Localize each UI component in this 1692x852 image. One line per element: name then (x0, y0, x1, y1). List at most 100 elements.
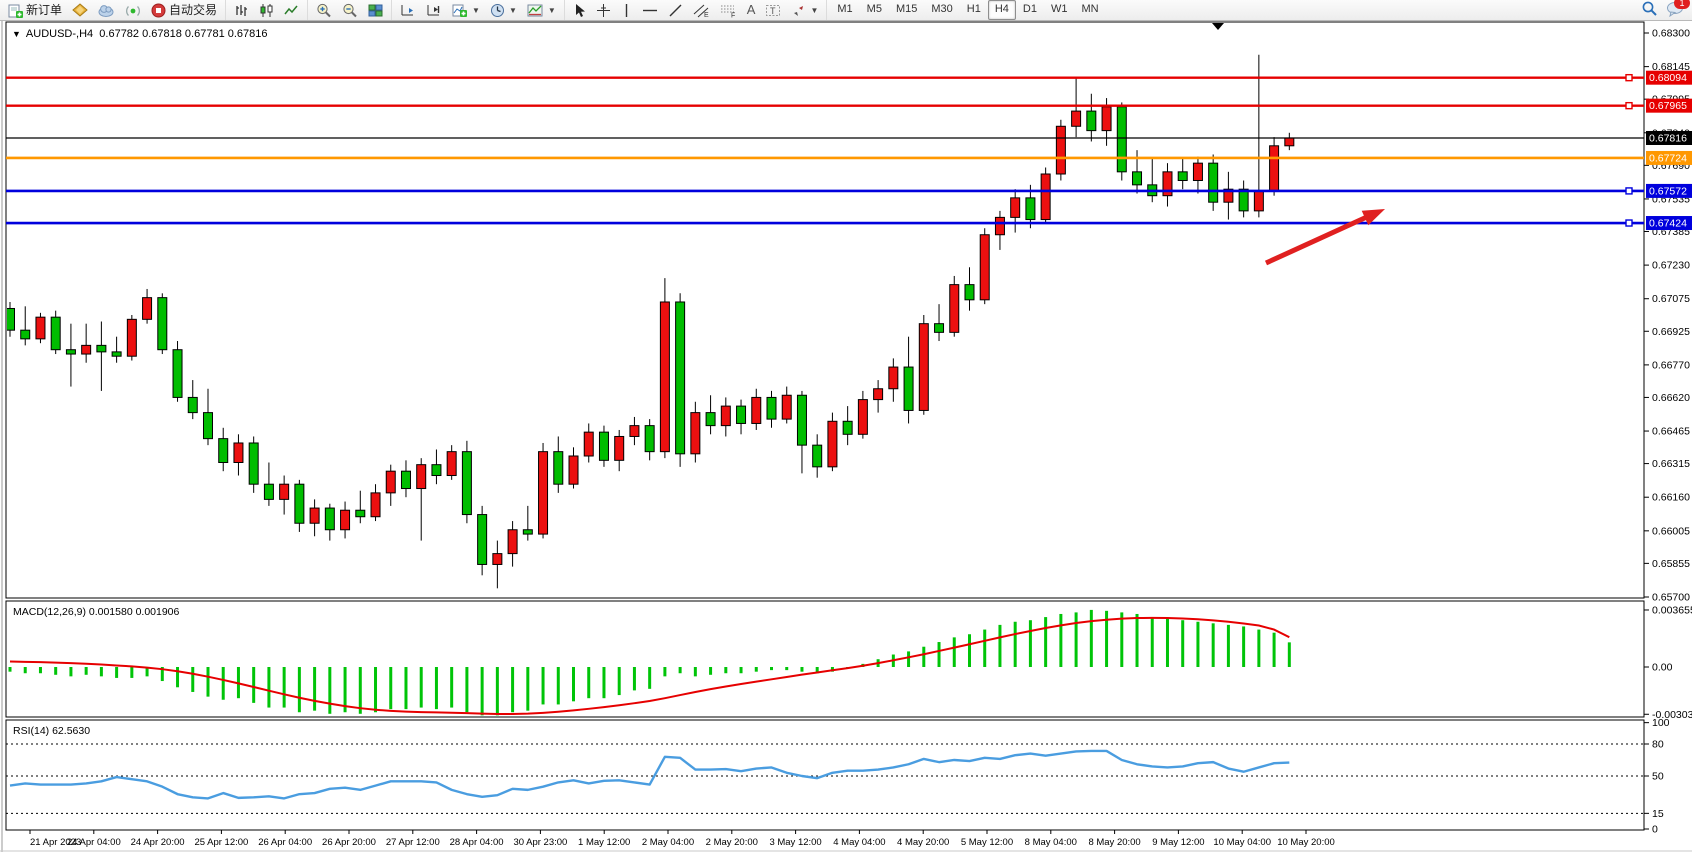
candle-body (1025, 197, 1036, 221)
horizontal-line-button[interactable] (637, 0, 663, 21)
candle-body (111, 351, 122, 357)
time-axis-label: 26 Apr 04:00 (258, 837, 312, 848)
price-line-badge-label: 0.68094 (1649, 72, 1687, 84)
time-axis-label: 10 May 20:00 (1277, 837, 1335, 848)
toolbar-group-chart-tools: ▼ ▼ ▼ (391, 0, 564, 20)
text-label-icon: T (765, 3, 781, 18)
candle-body (873, 388, 884, 401)
vertical-line-icon (621, 3, 632, 18)
price-tick-label: 0.65855 (1652, 558, 1690, 570)
timeframe-button-mn[interactable]: MN (1081, 3, 1099, 15)
cursor-icon (573, 3, 586, 18)
search-icon[interactable] (1641, 0, 1658, 20)
arrows-caret-icon: ▼ (810, 5, 819, 15)
candle-body (979, 234, 990, 301)
tile-windows-button[interactable] (363, 0, 388, 21)
candlestick-chart-button[interactable] (254, 0, 279, 21)
cursor-button[interactable] (568, 0, 591, 21)
crosshair-icon (596, 3, 611, 18)
indicators-button[interactable]: ▼ (447, 0, 485, 21)
candle-body (903, 366, 914, 411)
candle-body (202, 412, 213, 440)
zoom-out-icon (342, 3, 358, 18)
candle-body (949, 284, 960, 333)
line-handle[interactable] (1625, 101, 1633, 110)
line-handle[interactable] (1625, 73, 1633, 82)
chart-canvas[interactable]: 0.683000.681450.679950.678400.676900.675… (0, 21, 1692, 852)
candle-body (690, 412, 701, 455)
horizontal-line-icon (642, 3, 658, 18)
candle-body (416, 464, 427, 490)
time-axis-label: 8 May 04:00 (1025, 837, 1077, 848)
main-pane[interactable] (5, 21, 1645, 599)
templates-button[interactable]: ▼ (522, 0, 561, 21)
channel-icon: E (693, 3, 710, 18)
candle-body (1192, 162, 1203, 182)
trendline-button[interactable] (663, 0, 688, 21)
time-axis-label: 26 Apr 20:00 (322, 837, 376, 848)
candle-body (994, 216, 1005, 236)
candle-body (1055, 125, 1066, 175)
gold-button[interactable] (67, 0, 93, 21)
price-tick-label: 0.66160 (1652, 492, 1690, 504)
timeframe-button-m1[interactable]: M1 (837, 3, 853, 15)
candle-body (538, 451, 549, 535)
vertical-line-button[interactable] (616, 0, 637, 21)
auto-scroll-button[interactable] (395, 0, 421, 21)
macd-pane[interactable] (5, 600, 1645, 718)
line-handle[interactable] (1625, 187, 1633, 195)
candle-body (446, 451, 457, 477)
line-chart-button[interactable] (279, 0, 304, 21)
fibonacci-button[interactable]: F (715, 0, 742, 21)
rsi-axis-label: 15 (1652, 808, 1664, 820)
timeframe-button-m15[interactable]: M15 (895, 3, 918, 15)
candle-body (766, 396, 777, 420)
arrows-button[interactable]: ▼ (786, 0, 823, 21)
chart-shift-button[interactable] (421, 0, 447, 21)
macd-indicator-label: MACD(12,26,9) 0.001580 0.001906 (13, 606, 180, 618)
candlestick-chart-icon (259, 3, 274, 18)
timeframe-button-w1[interactable]: W1 (1050, 3, 1068, 15)
candle-body (1223, 188, 1234, 203)
crosshair-button[interactable] (591, 0, 616, 21)
bar-chart-button[interactable] (229, 0, 254, 21)
rsi-axis-label: 80 (1652, 738, 1664, 750)
tile-windows-icon (368, 3, 383, 18)
candle-body (675, 301, 686, 455)
candle-body (918, 323, 929, 411)
timeframe-button-h1[interactable]: H1 (966, 3, 981, 15)
timeframe-button-m30[interactable]: M30 (931, 3, 953, 15)
line-handle[interactable] (1625, 219, 1633, 227)
auto-trading-button[interactable]: 自动交易 (146, 0, 222, 21)
candle-body (1132, 171, 1143, 186)
candle-body (1071, 110, 1082, 127)
channel-button[interactable]: E (688, 0, 715, 21)
timeframe-button-h4[interactable]: H4 (987, 0, 1016, 20)
zoom-in-button[interactable] (311, 0, 337, 21)
candle-body (1238, 188, 1249, 212)
price-line-badge (1646, 130, 1692, 145)
signals-button[interactable] (120, 0, 146, 21)
toolbar-group-trade: 新订单 自动交易 (0, 0, 225, 20)
trend-arrow[interactable] (1264, 213, 1371, 266)
candle-body (279, 483, 290, 500)
new-order-button[interactable]: 新订单 (3, 0, 67, 21)
text-button[interactable]: A (742, 0, 761, 21)
toolbar-group-timeframes: M1 M5 M15 M30 H1 H4 D1 W1 MN (826, 0, 1108, 20)
candle-body (126, 318, 137, 357)
timeframe-button-d1[interactable]: D1 (1022, 3, 1037, 15)
indicators-caret-icon: ▼ (472, 5, 480, 15)
notifications-button[interactable]: 1 (1666, 0, 1690, 20)
price-line-badge-label: 0.67816 (1649, 132, 1687, 144)
community-button[interactable] (93, 0, 120, 21)
text-label-button[interactable]: T (760, 0, 786, 21)
periods-button[interactable]: ▼ (485, 0, 522, 21)
time-axis-label: 5 May 12:00 (961, 837, 1013, 848)
timeframe-button-m5[interactable]: M5 (866, 3, 882, 15)
chart-collapse-icon[interactable]: ▼ (12, 29, 21, 39)
chart-shift-marker[interactable] (1212, 23, 1224, 30)
price-tick-label: 0.67075 (1652, 293, 1690, 305)
rsi-axis-label: 50 (1652, 771, 1664, 783)
candle-body (248, 442, 259, 485)
zoom-out-button[interactable] (337, 0, 363, 21)
